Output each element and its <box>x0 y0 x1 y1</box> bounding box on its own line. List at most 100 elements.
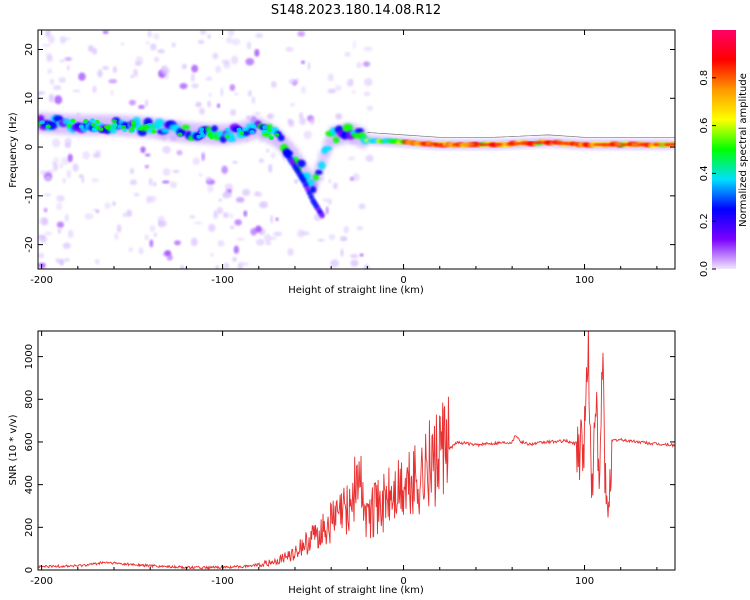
spectrogram-cell <box>328 178 332 184</box>
y-tick-label: -20 <box>24 236 35 252</box>
spectrogram-cell <box>269 236 277 240</box>
spectrogram-cell <box>262 125 268 130</box>
spectrogram-cell <box>94 119 100 124</box>
spectrogram-cell <box>271 81 277 88</box>
spectrogram-cell <box>245 57 255 66</box>
spectrogram-cell <box>358 203 366 210</box>
spectrogram-ridge-edge <box>367 132 675 138</box>
spectrogram-cell <box>223 262 230 269</box>
spectrogram-cell <box>317 238 325 242</box>
spectrogram-cell <box>64 57 73 62</box>
spectrogram-cell <box>179 82 188 90</box>
spectrogram-cell <box>144 153 151 157</box>
spectrogram-cell <box>255 225 262 233</box>
spectrogram-cell <box>266 128 272 133</box>
spectrogram-cell <box>90 118 96 123</box>
spectrogram-cell <box>301 60 305 65</box>
spectrogram-cell <box>362 61 371 67</box>
spectrogram-cell <box>154 118 165 128</box>
spectrogram-cell <box>78 124 84 129</box>
spectrogram-cell <box>344 51 351 57</box>
spectrogram-cell <box>129 168 135 175</box>
spectrogram-cell <box>40 170 47 175</box>
spectrogram-cell <box>224 127 230 132</box>
spectrogram-cell <box>356 226 364 231</box>
spectrogram-cell <box>62 177 66 184</box>
spectrogram-cell <box>207 183 214 193</box>
colorbar-tick-label: 0.8 <box>699 70 710 86</box>
spectrogram-cell <box>39 217 47 225</box>
spectrogram-cell <box>229 135 235 140</box>
spectrogram-cell <box>354 128 364 134</box>
spectrogram-cell <box>122 128 128 133</box>
spectrogram-cell <box>335 85 342 92</box>
spectrogram-cell <box>49 78 55 85</box>
y-tick-label: 1000 <box>24 344 35 369</box>
spectrogram-cell <box>39 120 45 125</box>
spectrogram-cell <box>116 224 122 233</box>
spectrogram-cell <box>223 212 229 219</box>
spectrogram-cell <box>57 258 65 265</box>
spectrogram-cell <box>217 240 225 247</box>
spectrogram-cell <box>48 34 55 44</box>
spectrogram-cell <box>249 130 255 135</box>
snr-background <box>38 331 675 570</box>
spectrogram-cell <box>298 112 304 120</box>
spectrogram-cell <box>288 78 297 85</box>
spectrogram-cell <box>229 109 237 116</box>
colorbar-tick-label: 0.2 <box>699 213 710 229</box>
spectrogram-cell <box>43 231 53 236</box>
spectrogram-cell <box>356 61 362 69</box>
spectrogram-cell <box>177 132 183 137</box>
spectrogram-cell <box>325 206 329 215</box>
spectrogram-cell <box>349 176 355 182</box>
spectrogram-cell <box>135 56 144 65</box>
spectrogram-cell <box>56 202 63 211</box>
spectrogram-cell <box>128 246 134 253</box>
spectrogram-cell <box>231 38 241 46</box>
spectrogram-cell <box>158 221 166 228</box>
spectrogram-cell <box>205 76 213 81</box>
spectrogram-cell <box>140 146 146 154</box>
spectrogram-cell <box>198 107 205 115</box>
spectrogram-cell <box>216 206 224 215</box>
y-tick-label: 800 <box>24 390 35 409</box>
spectrogram-cell <box>273 231 282 237</box>
spectrogram-cell <box>322 198 330 203</box>
spectrogram-cell <box>44 193 52 197</box>
spectrogram-cell <box>161 180 170 184</box>
spectrogram-cell <box>62 242 71 249</box>
spectrogram-cell <box>38 252 45 259</box>
spectrogram-cell <box>229 225 235 230</box>
spectrogram-cell <box>208 223 216 232</box>
spectrogram-cell <box>42 43 51 48</box>
spectrogram-cell <box>294 178 299 184</box>
x-tick-label: -100 <box>211 576 234 587</box>
spectrogram-cell <box>39 235 48 243</box>
colorbar: 0.0 0.2 0.4 0.6 0.8 Normalized spectral ampl… <box>699 30 749 277</box>
spectrogram-cell <box>46 169 55 174</box>
spectrogram-cell <box>105 125 111 130</box>
spectrogram-cell <box>303 130 312 140</box>
spectrogram-cell <box>197 39 205 45</box>
y-tick-label: -10 <box>24 188 35 204</box>
spectrogram-cell <box>53 85 62 91</box>
colorbar-bar <box>712 30 736 269</box>
spectrogram-cell <box>91 178 99 183</box>
spectrogram-cell <box>46 55 54 63</box>
spectrogram-cell <box>268 136 274 141</box>
spectrogram-cell <box>210 252 214 257</box>
spectrogram-cell <box>215 65 222 74</box>
spectrogram-cell <box>215 264 219 269</box>
spectrogram-cell <box>66 169 71 179</box>
spectrogram-cell <box>255 238 265 246</box>
spectrogram-cell <box>70 118 76 123</box>
spectrogram-cell <box>232 256 237 263</box>
spectrogram-cell <box>261 129 267 134</box>
spectrogram-cell <box>211 125 218 132</box>
spectrogram-cell <box>287 248 294 256</box>
spectrogram-cell <box>157 215 166 224</box>
spectrogram-cell <box>335 113 343 120</box>
spectrogram-cell <box>64 137 72 145</box>
spectrogram-cell <box>44 175 52 182</box>
